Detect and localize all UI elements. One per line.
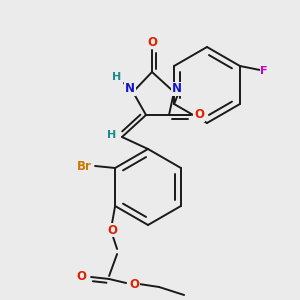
Text: N: N — [172, 82, 182, 95]
Text: O: O — [107, 224, 117, 236]
Text: F: F — [260, 66, 268, 76]
Text: O: O — [147, 35, 157, 49]
Text: Br: Br — [77, 160, 92, 172]
Text: O: O — [129, 278, 139, 290]
Text: H: H — [112, 72, 122, 82]
Text: H: H — [107, 130, 117, 140]
Text: O: O — [76, 271, 86, 284]
Text: O: O — [194, 109, 204, 122]
Text: N: N — [125, 82, 135, 95]
